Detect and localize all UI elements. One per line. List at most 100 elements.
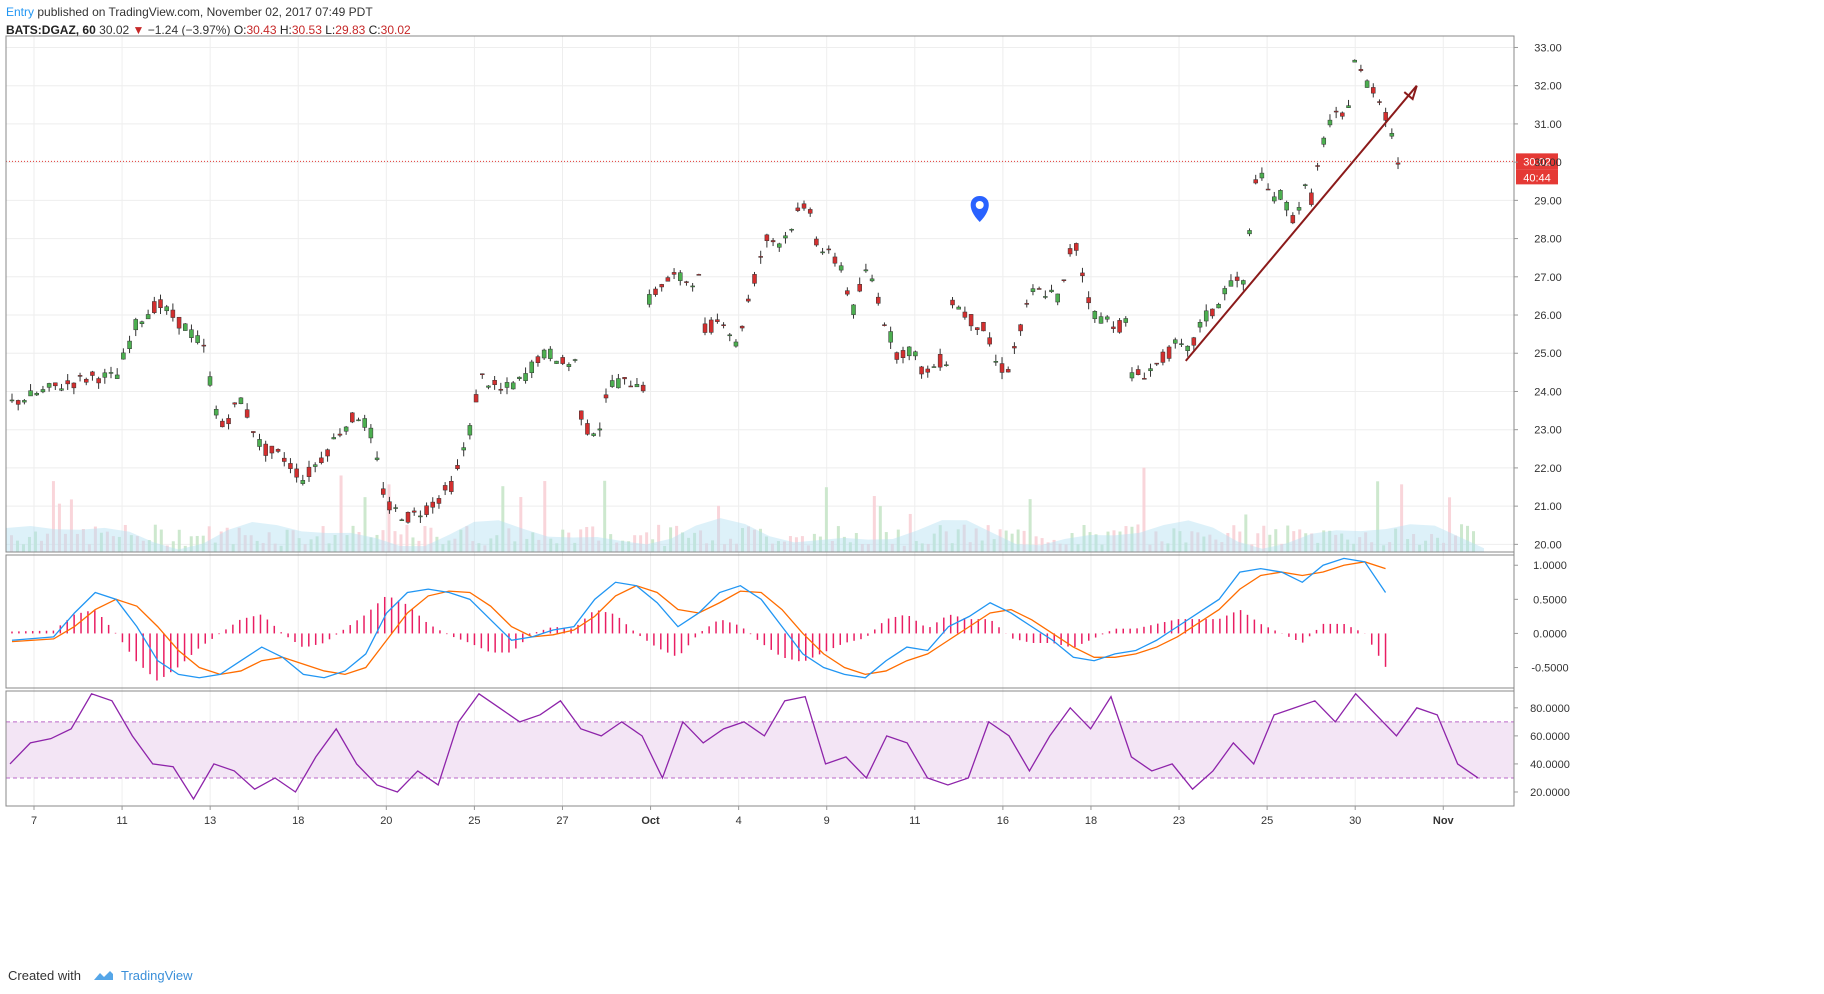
volume-bar xyxy=(968,542,972,552)
candle-body xyxy=(1043,296,1048,298)
candle-body xyxy=(368,427,374,439)
volume-bar xyxy=(1364,532,1368,552)
volume-bar xyxy=(615,542,619,552)
rsi-pane xyxy=(6,692,1514,801)
candle-body xyxy=(566,364,572,367)
volume-bar xyxy=(567,532,571,552)
candle-body xyxy=(96,378,101,384)
volume-bar xyxy=(717,505,721,552)
low-value: 29.83 xyxy=(335,23,366,37)
candle-body xyxy=(325,449,330,457)
high-label: H: xyxy=(279,23,292,37)
candle-body xyxy=(152,301,157,313)
candle-body xyxy=(950,299,955,306)
candle-body xyxy=(919,366,924,375)
candle-body xyxy=(127,340,132,349)
volume-bar xyxy=(974,528,978,552)
candle-body xyxy=(393,507,398,509)
candle-body xyxy=(937,354,943,368)
candle-body xyxy=(381,488,386,495)
candle-body xyxy=(1383,112,1388,121)
rsi-tick-label: 80.0000 xyxy=(1530,703,1570,715)
candle-body xyxy=(876,296,881,304)
volume-bar xyxy=(159,529,163,552)
volume-bar xyxy=(195,535,199,552)
candle-body xyxy=(597,428,603,431)
candle-body xyxy=(696,274,702,276)
volume-bar xyxy=(1262,525,1266,552)
candle-body xyxy=(1080,272,1085,277)
candle-body xyxy=(616,378,621,389)
publish-line: Entry published on TradingView.com, Nove… xyxy=(6,3,411,21)
candle-body xyxy=(1278,190,1283,200)
candle-body xyxy=(715,319,720,322)
price-tick-label: 28.00 xyxy=(1534,234,1562,246)
candle-body xyxy=(1074,243,1079,251)
volume-bar xyxy=(1028,499,1032,552)
volume-bar xyxy=(741,528,745,552)
candle-body xyxy=(498,388,504,391)
volume-bar xyxy=(1394,528,1398,552)
candle-body xyxy=(968,314,974,327)
close-label: C: xyxy=(368,23,381,37)
x-tick-label: 20 xyxy=(380,815,392,827)
candle-body xyxy=(1173,339,1178,344)
candle-body xyxy=(523,373,528,381)
candle-body xyxy=(1302,184,1308,186)
x-tick-label: 4 xyxy=(736,815,742,827)
volume-bar xyxy=(177,529,181,552)
candle-body xyxy=(1389,133,1395,137)
volume-bar xyxy=(669,527,673,552)
candle-body xyxy=(634,384,640,388)
volume-bar xyxy=(902,545,906,552)
volume-bar xyxy=(333,535,337,552)
volume-bar xyxy=(87,544,91,552)
volume-bar xyxy=(1412,534,1416,552)
x-tick-label: 25 xyxy=(1261,815,1273,827)
candle-body xyxy=(869,278,875,282)
close-value: 30.02 xyxy=(380,23,411,37)
volume-bar xyxy=(1358,537,1362,552)
rsi-tick-label: 40.0000 xyxy=(1530,759,1570,771)
volume-bar xyxy=(1070,533,1074,552)
volume-bar xyxy=(309,539,313,552)
volume-bar xyxy=(543,481,547,552)
last-price-tag xyxy=(1516,153,1558,170)
candle-body xyxy=(207,376,213,386)
volume-bar xyxy=(171,541,175,552)
symbol-label: BATS:DGAZ, 60 xyxy=(6,23,96,37)
candle-body xyxy=(1234,276,1240,281)
candle-body xyxy=(263,443,268,456)
volume-bar xyxy=(549,538,553,552)
tradingview-cloud-icon xyxy=(93,971,113,980)
candle-body xyxy=(59,388,64,391)
candle-body xyxy=(504,382,510,388)
candle-body xyxy=(28,390,33,397)
candle-body xyxy=(399,519,405,521)
volume-ma-area xyxy=(6,518,1484,552)
candle-body xyxy=(1333,110,1339,113)
macd-tick-label: 0.0000 xyxy=(1533,628,1567,640)
volume-bar xyxy=(998,529,1002,552)
price-tick-label: 21.00 xyxy=(1534,501,1562,513)
volume-bar xyxy=(1442,542,1446,552)
candle-body xyxy=(647,294,652,305)
candle-body xyxy=(337,433,343,436)
volume-bar xyxy=(1022,530,1026,552)
candle-body xyxy=(993,361,999,363)
candle-body xyxy=(9,399,15,402)
volume-bar xyxy=(1280,543,1284,552)
candle-body xyxy=(251,431,256,433)
volume-bar xyxy=(1136,524,1140,552)
tradingview-brand-link[interactable]: TradingView xyxy=(121,968,193,983)
candle-body xyxy=(145,314,151,320)
volume-bar xyxy=(1052,539,1056,552)
volume-bar xyxy=(681,532,685,552)
author-link[interactable]: Entry xyxy=(6,5,35,19)
candle-body xyxy=(529,361,535,374)
volume-bar xyxy=(842,536,846,552)
volume-bar xyxy=(1322,530,1326,552)
candle-body xyxy=(931,366,937,368)
candle-body xyxy=(114,374,120,379)
